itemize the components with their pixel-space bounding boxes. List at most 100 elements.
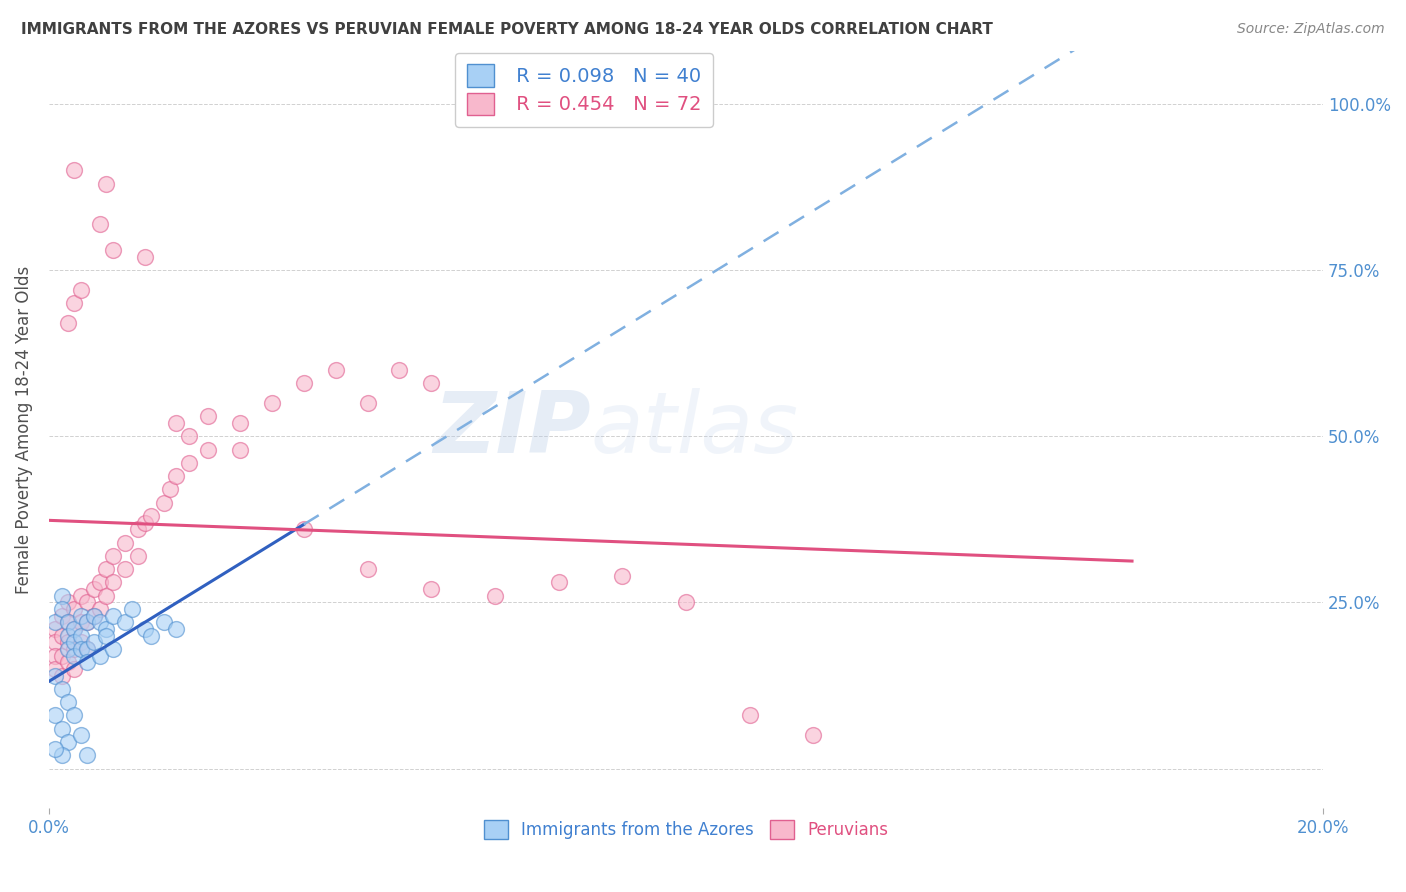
- Point: [69, 629, 91, 643]
- Point: [229, 416, 252, 430]
- Point: [484, 589, 506, 603]
- Point: [134, 516, 156, 530]
- Point: [83, 608, 105, 623]
- Point: [152, 615, 174, 630]
- Point: [76, 641, 98, 656]
- Text: ZIP: ZIP: [433, 388, 591, 471]
- Point: [803, 728, 825, 742]
- Point: [76, 748, 98, 763]
- Point: [675, 595, 697, 609]
- Point: [121, 602, 143, 616]
- Point: [388, 363, 411, 377]
- Point: [292, 376, 315, 390]
- Point: [63, 662, 86, 676]
- Point: [420, 582, 443, 596]
- Text: IMMIGRANTS FROM THE AZORES VS PERUVIAN FEMALE POVERTY AMONG 18-24 YEAR OLDS CORR: IMMIGRANTS FROM THE AZORES VS PERUVIAN F…: [21, 22, 993, 37]
- Point: [76, 615, 98, 630]
- Point: [89, 602, 111, 616]
- Point: [63, 635, 86, 649]
- Point: [51, 668, 73, 682]
- Point: [101, 608, 124, 623]
- Y-axis label: Female Poverty Among 18-24 Year Olds: Female Poverty Among 18-24 Year Olds: [15, 266, 32, 594]
- Point: [547, 575, 569, 590]
- Point: [69, 635, 91, 649]
- Point: [197, 442, 219, 457]
- Point: [356, 562, 378, 576]
- Point: [63, 641, 86, 656]
- Point: [96, 622, 118, 636]
- Point: [420, 376, 443, 390]
- Point: [51, 722, 73, 736]
- Point: [63, 708, 86, 723]
- Point: [69, 615, 91, 630]
- Point: [69, 589, 91, 603]
- Point: [127, 549, 149, 563]
- Point: [89, 615, 111, 630]
- Legend: Immigrants from the Azores, Peruvians: Immigrants from the Azores, Peruvians: [478, 813, 894, 846]
- Point: [51, 681, 73, 696]
- Point: [44, 635, 66, 649]
- Point: [260, 396, 283, 410]
- Point: [76, 615, 98, 630]
- Point: [83, 582, 105, 596]
- Point: [51, 748, 73, 763]
- Point: [56, 316, 79, 330]
- Point: [56, 695, 79, 709]
- Point: [56, 641, 79, 656]
- Point: [101, 549, 124, 563]
- Point: [96, 177, 118, 191]
- Point: [69, 283, 91, 297]
- Point: [76, 655, 98, 669]
- Point: [76, 595, 98, 609]
- Point: [63, 296, 86, 310]
- Point: [114, 615, 136, 630]
- Point: [63, 648, 86, 663]
- Point: [56, 629, 79, 643]
- Point: [139, 508, 162, 523]
- Point: [51, 602, 73, 616]
- Point: [127, 522, 149, 536]
- Point: [325, 363, 347, 377]
- Point: [96, 589, 118, 603]
- Point: [165, 469, 187, 483]
- Point: [292, 522, 315, 536]
- Point: [69, 728, 91, 742]
- Point: [159, 483, 181, 497]
- Point: [44, 668, 66, 682]
- Point: [114, 562, 136, 576]
- Point: [96, 629, 118, 643]
- Point: [134, 622, 156, 636]
- Point: [44, 662, 66, 676]
- Point: [69, 608, 91, 623]
- Point: [197, 409, 219, 424]
- Point: [114, 535, 136, 549]
- Point: [738, 708, 761, 723]
- Text: Source: ZipAtlas.com: Source: ZipAtlas.com: [1237, 22, 1385, 37]
- Point: [179, 429, 201, 443]
- Point: [83, 635, 105, 649]
- Point: [165, 622, 187, 636]
- Point: [89, 575, 111, 590]
- Point: [44, 622, 66, 636]
- Point: [101, 641, 124, 656]
- Point: [96, 562, 118, 576]
- Point: [44, 741, 66, 756]
- Point: [76, 641, 98, 656]
- Point: [51, 589, 73, 603]
- Point: [179, 456, 201, 470]
- Point: [139, 629, 162, 643]
- Point: [356, 396, 378, 410]
- Point: [152, 496, 174, 510]
- Point: [63, 622, 86, 636]
- Point: [612, 569, 634, 583]
- Point: [56, 615, 79, 630]
- Point: [56, 655, 79, 669]
- Point: [44, 615, 66, 630]
- Point: [56, 735, 79, 749]
- Point: [44, 648, 66, 663]
- Text: atlas: atlas: [591, 388, 799, 471]
- Point: [44, 708, 66, 723]
- Point: [63, 163, 86, 178]
- Point: [51, 648, 73, 663]
- Point: [56, 595, 79, 609]
